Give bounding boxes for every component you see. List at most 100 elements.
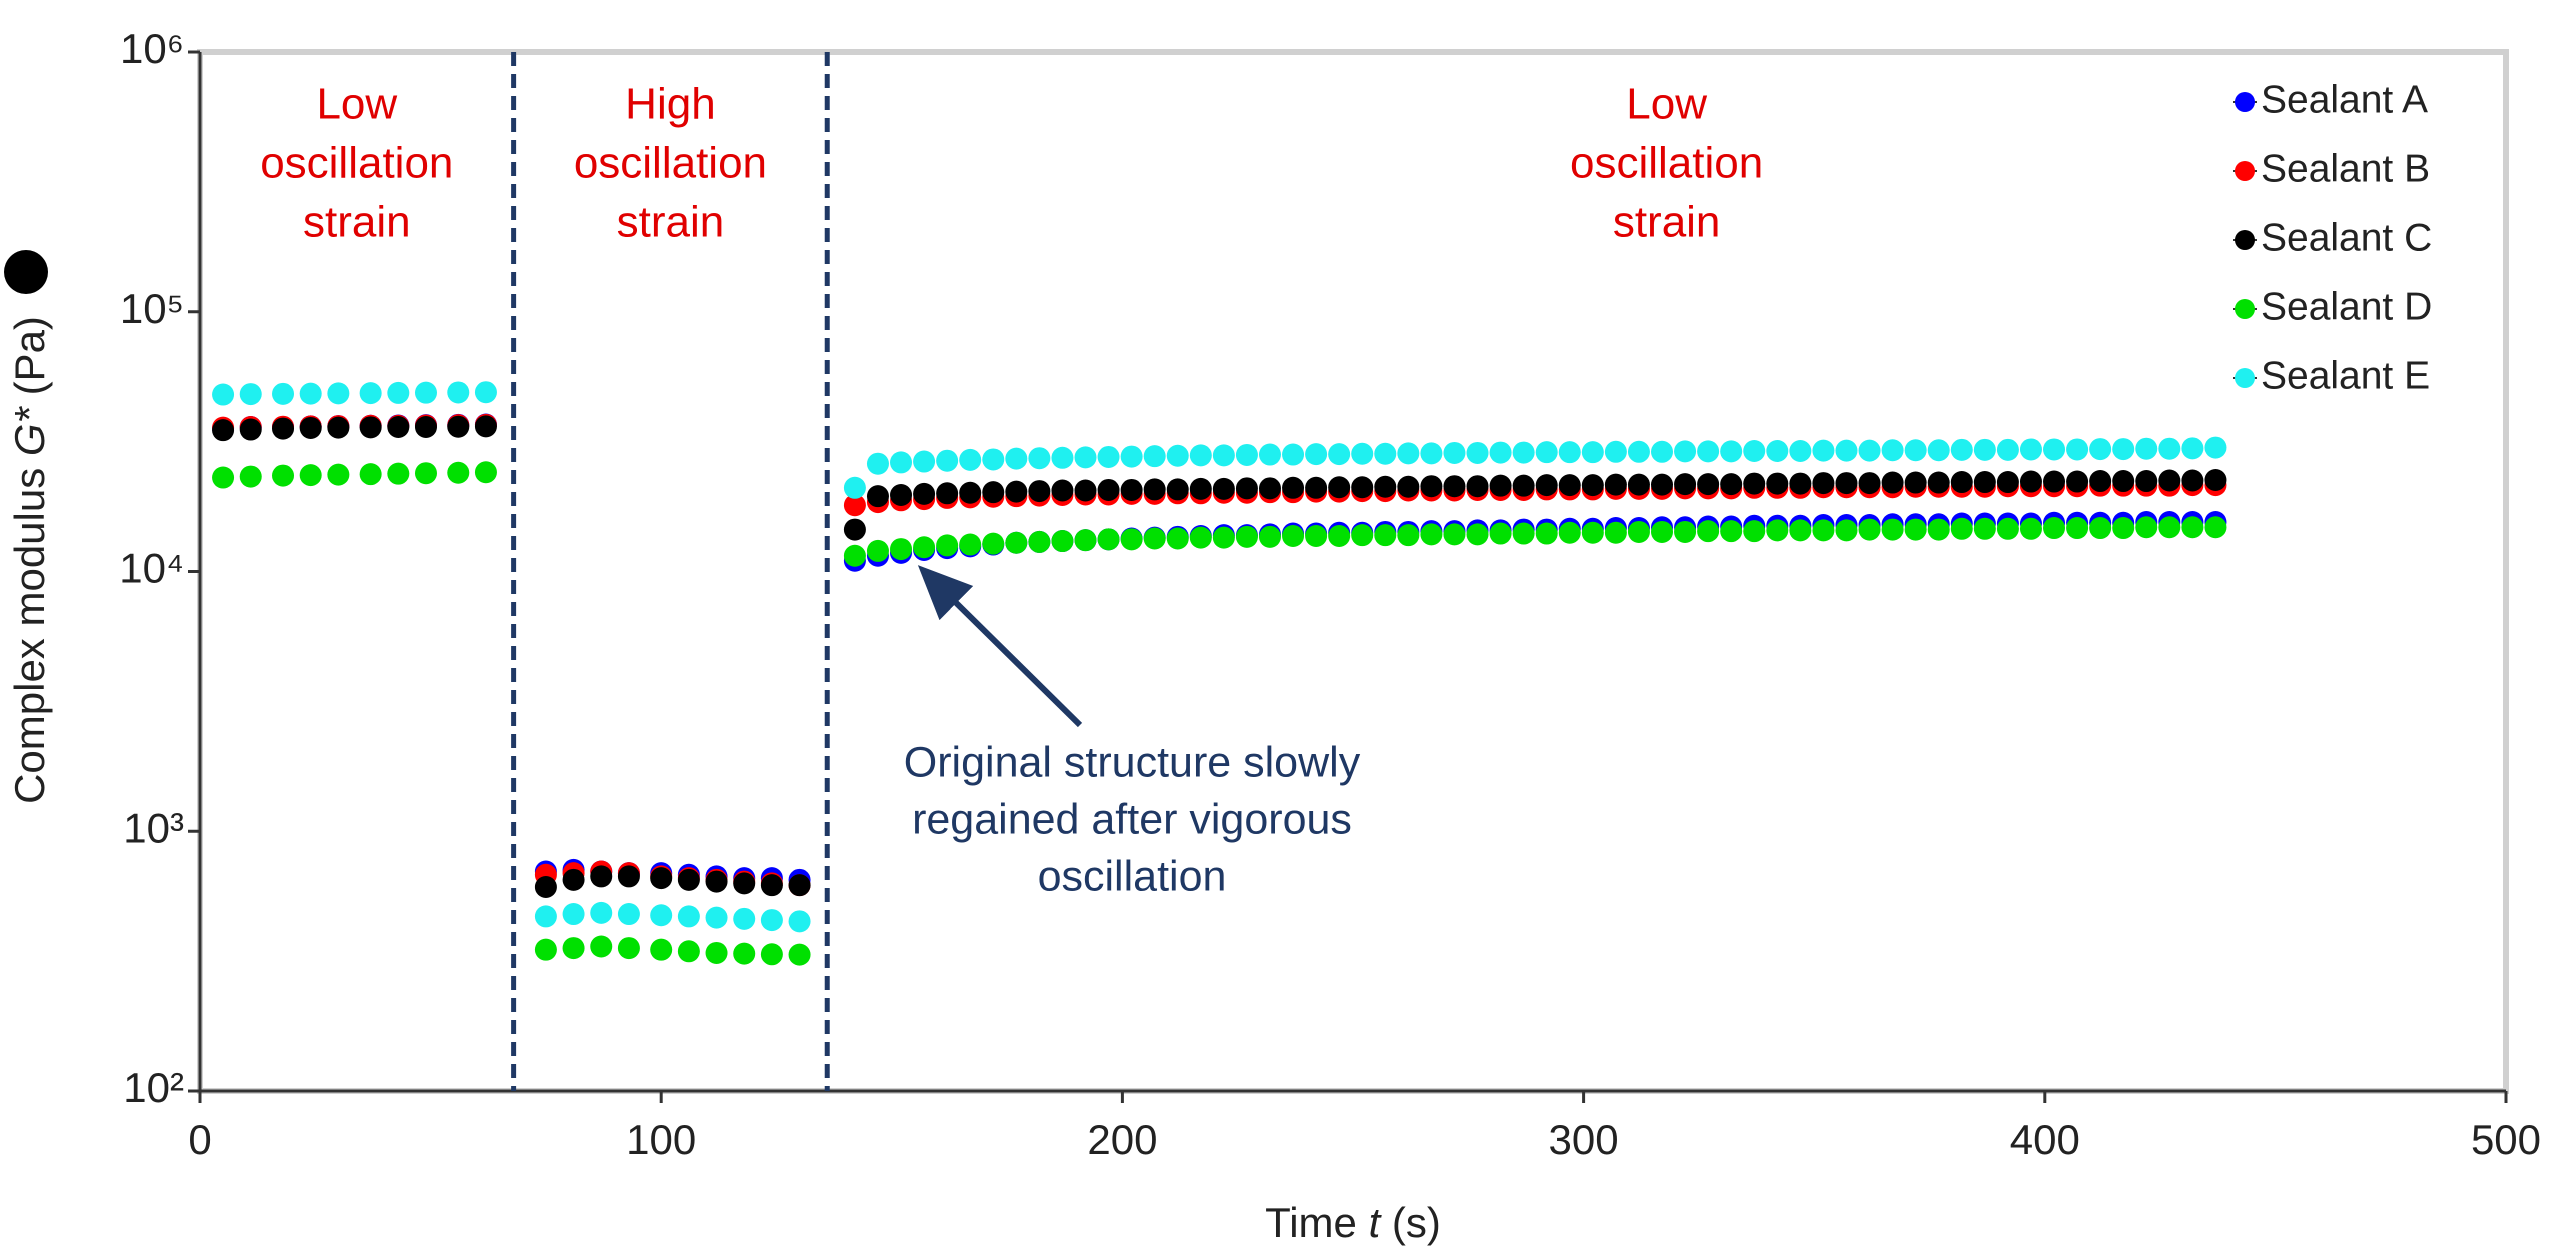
point xyxy=(1950,471,1973,494)
series xyxy=(212,461,2227,966)
point xyxy=(890,538,913,561)
point xyxy=(2181,437,2204,460)
point xyxy=(1789,440,1812,463)
point xyxy=(866,539,889,562)
point xyxy=(936,449,959,472)
point xyxy=(1651,473,1674,496)
point xyxy=(1120,445,1143,468)
point xyxy=(1120,478,1143,501)
point xyxy=(890,484,913,507)
point xyxy=(2112,438,2135,461)
point xyxy=(212,466,235,489)
point xyxy=(1535,522,1558,545)
point xyxy=(1189,477,1212,500)
point xyxy=(1420,442,1443,465)
point xyxy=(1651,520,1674,543)
point xyxy=(959,533,982,556)
point xyxy=(327,416,350,439)
annotation-text: regained after vigorous xyxy=(912,795,1352,843)
point xyxy=(2135,516,2158,539)
point xyxy=(1143,527,1166,550)
region-label: strain xyxy=(617,198,725,247)
point xyxy=(447,381,470,404)
point xyxy=(890,451,913,474)
point xyxy=(1305,443,1328,466)
x-tick-label: 100 xyxy=(626,1116,696,1163)
point xyxy=(1674,473,1697,496)
point xyxy=(562,868,585,891)
x-axis-label: Time t (s) xyxy=(1265,1199,1441,1246)
legend-marker xyxy=(2235,368,2255,388)
point xyxy=(982,448,1005,471)
point xyxy=(733,907,756,930)
point xyxy=(760,943,783,966)
point xyxy=(590,935,613,958)
ylabel-marker xyxy=(4,250,48,294)
point xyxy=(1558,521,1581,544)
point xyxy=(1674,440,1697,463)
point xyxy=(617,865,640,888)
y-tick-label: 10³ xyxy=(123,804,184,851)
point xyxy=(1904,439,1927,462)
point xyxy=(1466,441,1489,464)
point xyxy=(1005,480,1028,503)
point xyxy=(617,937,640,960)
point xyxy=(272,382,295,405)
point xyxy=(474,415,497,438)
series xyxy=(212,415,2227,899)
point xyxy=(650,938,673,961)
point xyxy=(705,941,728,964)
annotation-text: Original structure slowly xyxy=(904,738,1361,786)
point xyxy=(1074,446,1097,469)
point xyxy=(1674,520,1697,543)
point xyxy=(733,942,756,965)
point xyxy=(760,874,783,897)
x-tick-label: 0 xyxy=(188,1116,211,1163)
point xyxy=(359,416,382,439)
point xyxy=(1489,522,1512,545)
point xyxy=(1028,480,1051,503)
point xyxy=(2135,437,2158,460)
point xyxy=(1789,519,1812,542)
point xyxy=(1374,524,1397,547)
point xyxy=(2158,469,2181,492)
point xyxy=(590,865,613,888)
legend-label: Sealant A xyxy=(2261,78,2428,121)
legend-marker xyxy=(2235,92,2255,112)
region-label: High xyxy=(625,80,716,129)
point xyxy=(843,494,866,517)
point xyxy=(1443,523,1466,546)
point xyxy=(2089,517,2112,540)
point xyxy=(2043,517,2066,540)
point xyxy=(1766,519,1789,542)
point xyxy=(2019,438,2042,461)
point xyxy=(1235,477,1258,500)
point xyxy=(1328,476,1351,499)
point xyxy=(936,482,959,505)
x-tick-label: 400 xyxy=(2010,1116,2080,1163)
point xyxy=(2089,470,2112,493)
point xyxy=(562,937,585,960)
point xyxy=(1720,473,1743,496)
point xyxy=(1858,518,1881,541)
point xyxy=(1166,444,1189,467)
point xyxy=(534,905,557,928)
legend-marker xyxy=(2235,161,2255,181)
point xyxy=(1420,523,1443,546)
point xyxy=(788,943,811,966)
point xyxy=(1512,441,1535,464)
point xyxy=(272,417,295,440)
y-tick-label: 10² xyxy=(123,1064,184,1111)
point xyxy=(1651,440,1674,463)
point xyxy=(474,381,497,404)
point xyxy=(2066,517,2089,540)
point xyxy=(2019,517,2042,540)
point xyxy=(1051,479,1074,502)
point xyxy=(1927,471,1950,494)
point xyxy=(1858,472,1881,495)
point xyxy=(1904,518,1927,541)
point xyxy=(1766,440,1789,463)
point xyxy=(1535,474,1558,497)
point xyxy=(1835,519,1858,542)
point xyxy=(650,904,673,927)
